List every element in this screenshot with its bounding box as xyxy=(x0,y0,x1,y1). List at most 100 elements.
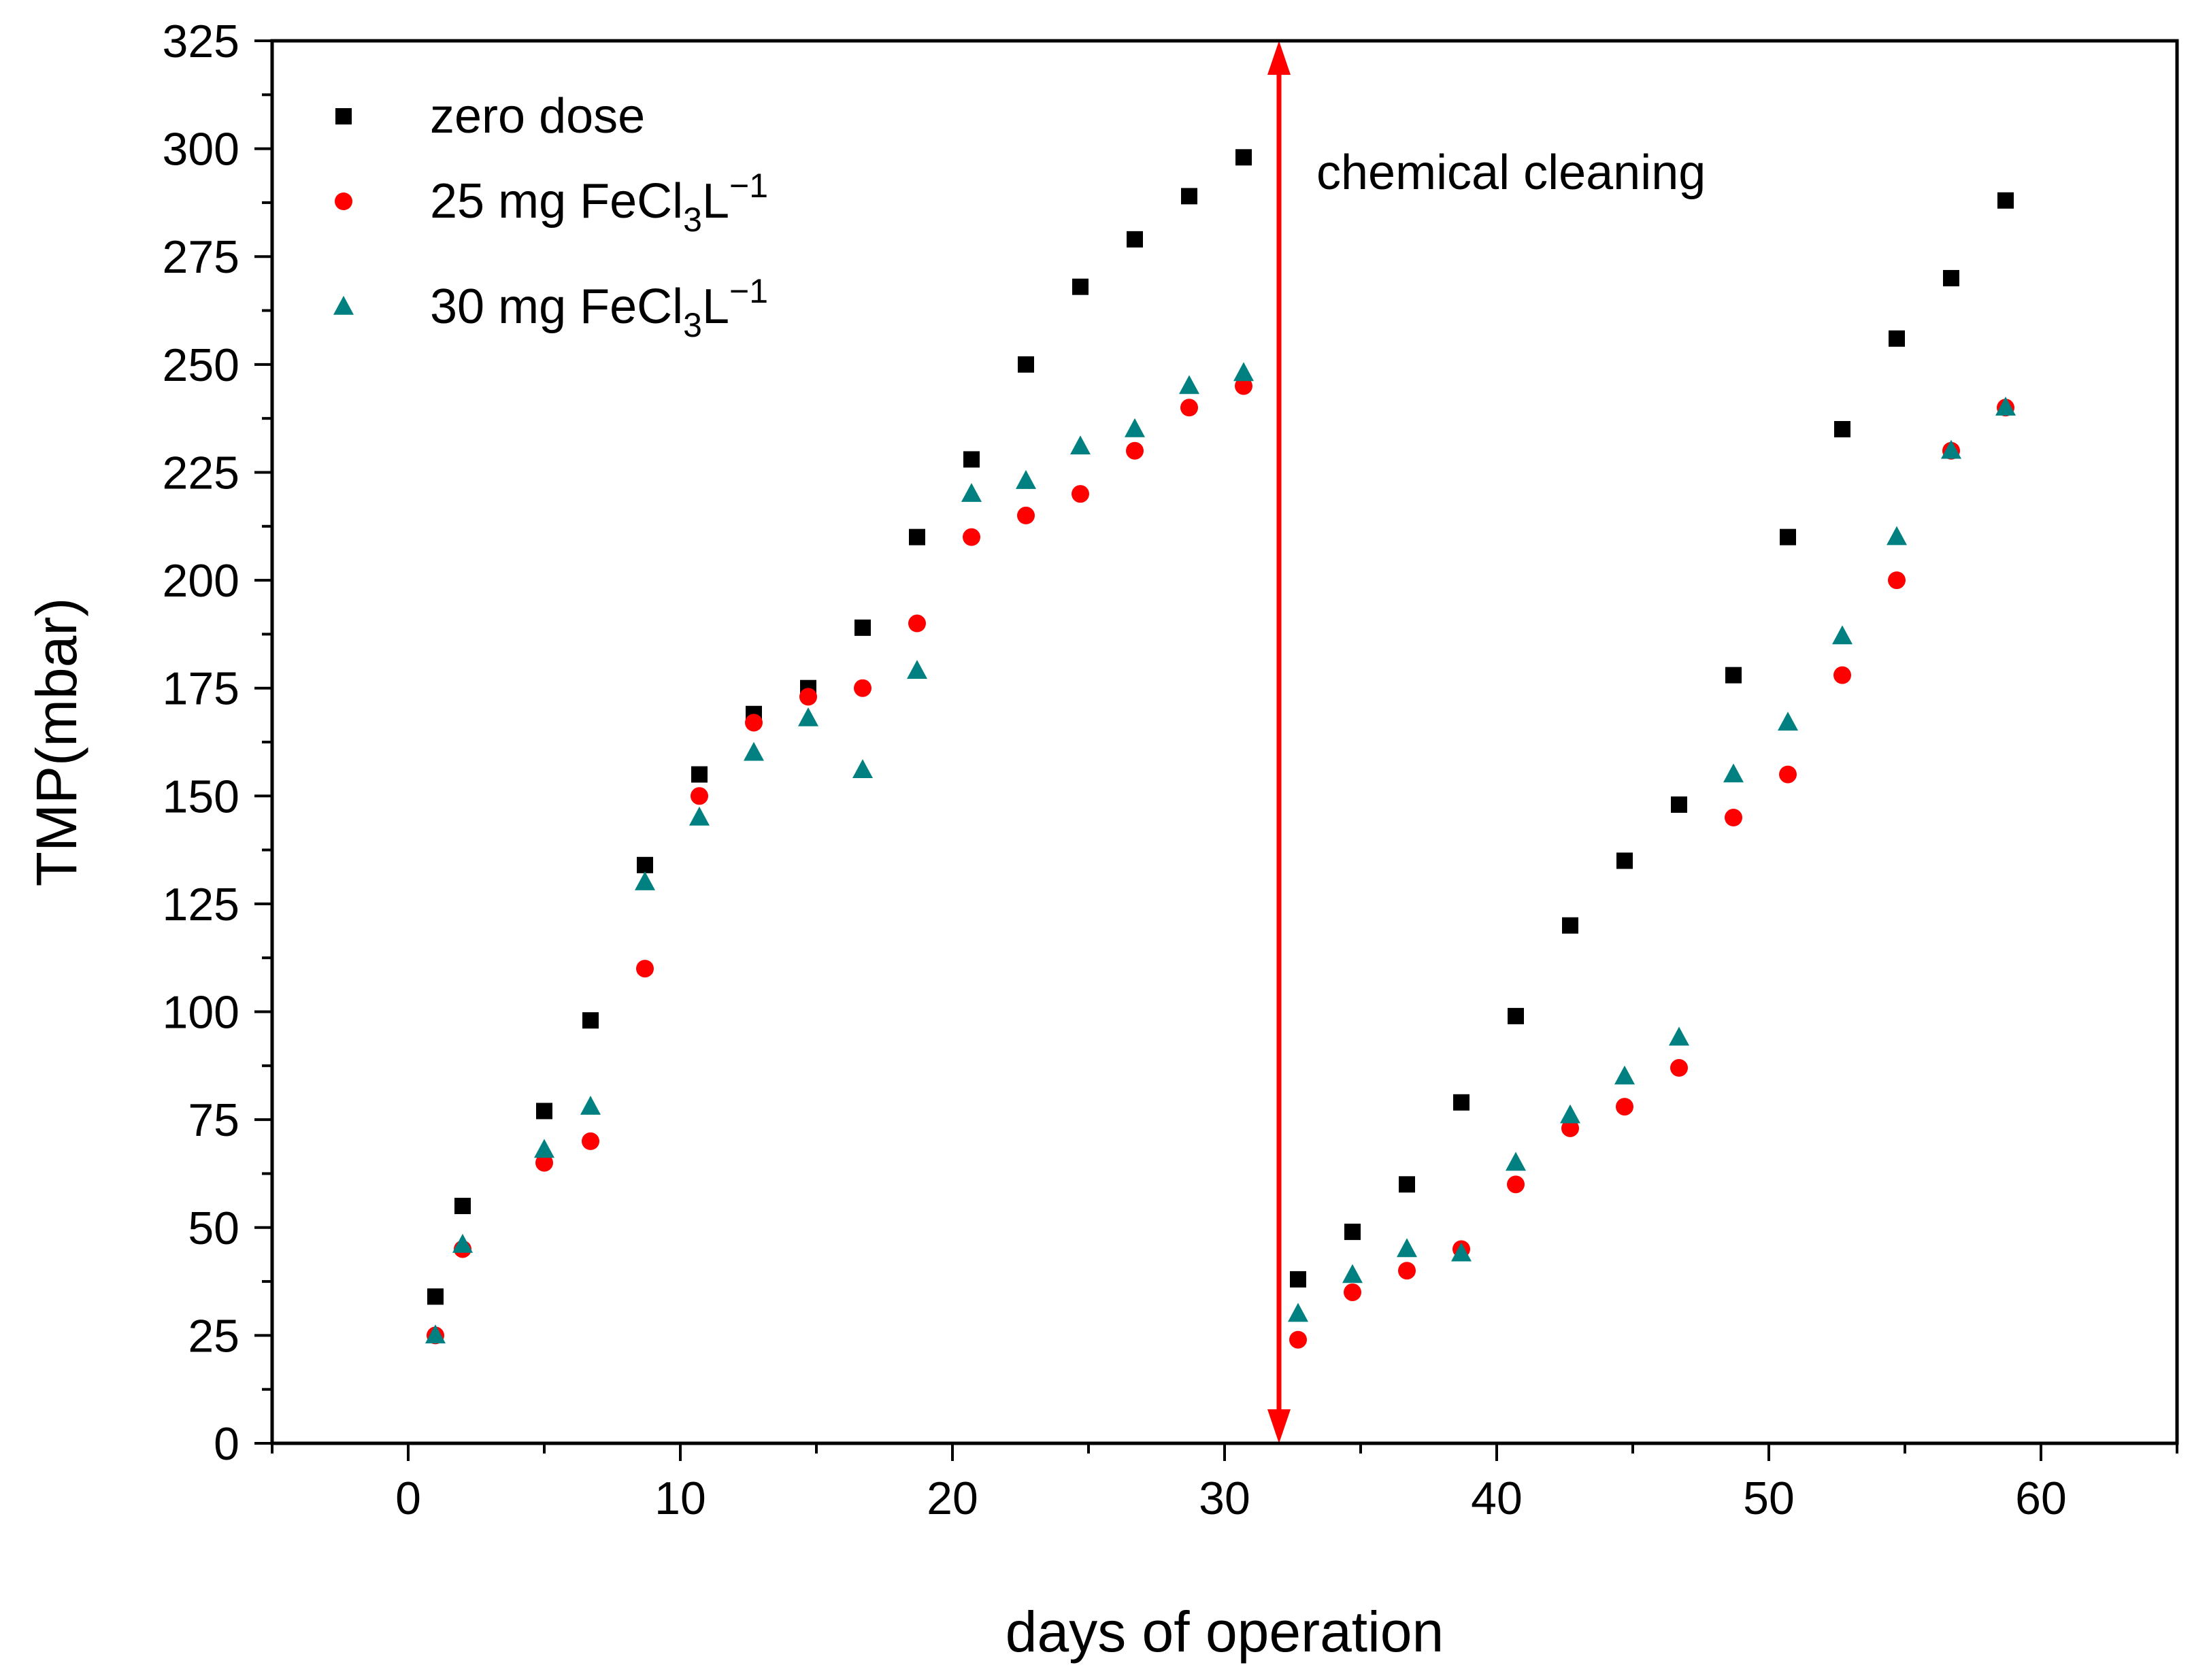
legend-marker-fecl3-25mg xyxy=(335,192,352,210)
zero-dose-point xyxy=(1725,667,1742,684)
fecl3-30mg-point xyxy=(1941,439,1961,459)
fecl3-25mg-point xyxy=(535,1154,553,1172)
x-tick-label: 10 xyxy=(654,1473,706,1524)
fecl3-25mg-point xyxy=(1072,485,1089,503)
fecl3-25mg-point xyxy=(908,614,926,633)
annotation-arrowhead-top xyxy=(1267,41,1291,75)
fecl3-30mg-point xyxy=(1342,1264,1363,1283)
fecl3-30mg-point xyxy=(1506,1152,1526,1171)
fecl3-25mg-point xyxy=(963,528,980,546)
fecl3-30mg-point xyxy=(1233,362,1254,382)
zero-dose-point xyxy=(1671,796,1687,813)
x-tick-label: 50 xyxy=(1743,1473,1795,1524)
fecl3-25mg-point xyxy=(582,1132,599,1150)
fecl3-30mg-point xyxy=(1179,375,1199,394)
x-tick-label: 0 xyxy=(395,1473,421,1524)
y-tick-label: 275 xyxy=(163,231,239,283)
chemical-cleaning-annotation: chemical cleaning xyxy=(1267,41,1706,1443)
zero-dose-point xyxy=(1072,278,1089,295)
fecl3-30mg-point xyxy=(1125,418,1145,437)
y-tick-label: 0 xyxy=(214,1418,239,1470)
x-tick-label: 40 xyxy=(1471,1473,1523,1524)
fecl3-30mg-point xyxy=(534,1139,554,1158)
fecl3-30mg-point xyxy=(1397,1238,1417,1258)
y-axis-title: TMP(mbar) xyxy=(24,598,88,887)
y-tick-label: 250 xyxy=(163,339,239,391)
zero-dose-point xyxy=(1889,330,1905,347)
zero-dose-point xyxy=(1018,356,1034,373)
x-tick-label: 20 xyxy=(927,1473,978,1524)
fecl3-25mg-point xyxy=(745,713,763,732)
fecl3-25mg-point xyxy=(1180,399,1198,417)
fecl3-25mg-point xyxy=(1235,377,1252,395)
y-tick-label: 175 xyxy=(163,663,239,715)
fecl3-25mg-point xyxy=(1833,666,1851,684)
zero-dose-point xyxy=(1780,528,1796,545)
fecl3-25mg-point xyxy=(854,679,871,697)
annotation-arrowhead-bottom xyxy=(1267,1409,1291,1443)
fecl3-30mg-point xyxy=(1614,1065,1635,1085)
zero-dose-point xyxy=(1235,149,1252,166)
fecl3-25mg-point xyxy=(1670,1059,1688,1077)
zero-dose-point xyxy=(1616,852,1633,869)
annotation-label: chemical cleaning xyxy=(1316,146,1706,200)
legend-label-fecl3-25mg: 25 mg FeCl3L−1 xyxy=(430,167,768,239)
fecl3-25mg-point xyxy=(1344,1283,1361,1301)
legend-marker-zero-dose xyxy=(335,108,352,124)
x-tick-label: 60 xyxy=(2015,1473,2067,1524)
fecl3-25mg-point xyxy=(1289,1330,1307,1349)
fecl3-30mg-point xyxy=(1832,625,1853,645)
zero-dose-point xyxy=(691,766,708,783)
zero-dose-point xyxy=(454,1198,471,1215)
series-fecl3-30mg xyxy=(425,362,2016,1344)
fecl3-25mg-point xyxy=(1017,506,1035,524)
fecl3-25mg-point xyxy=(1507,1175,1525,1194)
fecl3-30mg-point xyxy=(1723,763,1744,783)
fecl3-30mg-point xyxy=(1451,1242,1472,1262)
y-tick-label: 225 xyxy=(163,447,239,499)
fecl3-30mg-point xyxy=(1070,435,1091,455)
zero-dose-point xyxy=(1344,1224,1361,1241)
fecl3-25mg-point xyxy=(1888,571,1906,590)
y-tick-label: 200 xyxy=(163,555,239,607)
fecl3-30mg-point xyxy=(580,1096,601,1115)
y-tick-label: 100 xyxy=(163,987,239,1039)
zero-dose-point xyxy=(536,1103,552,1120)
fecl3-30mg-point xyxy=(689,806,710,826)
zero-dose-point xyxy=(1290,1271,1306,1288)
y-tick-label: 150 xyxy=(163,771,239,822)
zero-dose-point xyxy=(1562,917,1578,934)
y-tick-label: 125 xyxy=(163,879,239,930)
fecl3-30mg-point xyxy=(1887,526,1907,545)
zero-dose-point xyxy=(1181,188,1197,205)
legend: zero dose 25 mg FeCl3L−1 30 mg FeCl3L−1 xyxy=(333,89,768,344)
fecl3-30mg-point xyxy=(744,741,764,761)
zero-dose-point xyxy=(637,856,653,873)
fecl3-30mg-point xyxy=(1016,470,1036,489)
fecl3-25mg-point xyxy=(799,688,817,706)
fecl3-30mg-point xyxy=(852,759,873,778)
zero-dose-point xyxy=(582,1012,599,1029)
fecl3-25mg-point xyxy=(1398,1262,1416,1280)
zero-dose-point xyxy=(1943,269,1959,286)
fecl3-30mg-point xyxy=(1778,711,1798,731)
fecl3-30mg-point xyxy=(907,660,927,679)
fecl3-25mg-point xyxy=(1725,809,1742,827)
zero-dose-point xyxy=(1997,192,2014,209)
y-tick-label: 325 xyxy=(163,16,239,67)
fecl3-30mg-point xyxy=(452,1234,473,1253)
fecl3-30mg-point xyxy=(425,1324,446,1344)
zero-dose-point xyxy=(963,451,980,468)
fecl3-25mg-point xyxy=(1126,441,1144,460)
zero-dose-point xyxy=(427,1288,444,1305)
zero-dose-point xyxy=(854,619,871,636)
data-points xyxy=(425,149,2016,1349)
legend-marker-fecl3-30mg xyxy=(333,295,354,315)
plot-area-frame xyxy=(270,39,2179,1445)
y-tick-label: 300 xyxy=(163,124,239,175)
fecl3-25mg-point xyxy=(1561,1119,1579,1137)
fecl3-30mg-point xyxy=(1995,397,2016,416)
fecl3-30mg-point xyxy=(1669,1026,1689,1046)
